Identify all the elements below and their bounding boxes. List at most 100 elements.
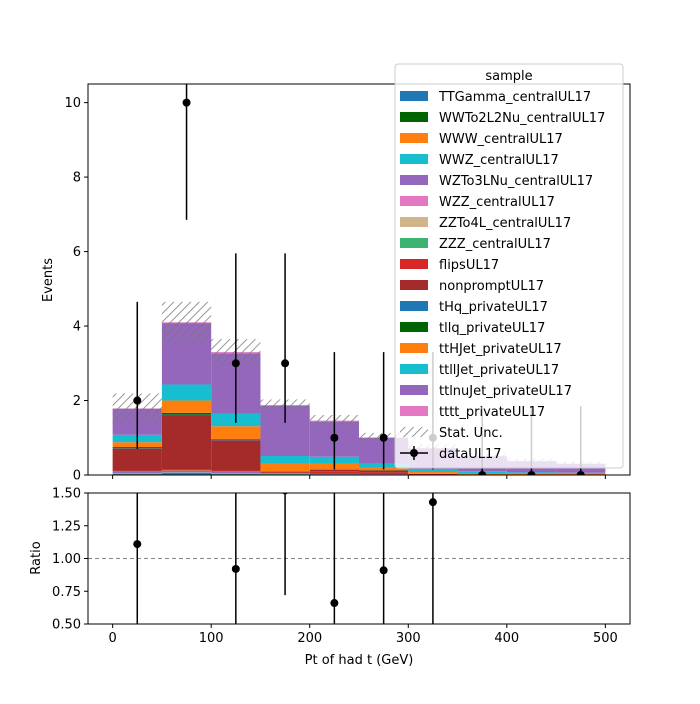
bar-segment-12-bin-2 bbox=[211, 426, 260, 439]
legend-label-13: ttllJet_privateUL17 bbox=[439, 363, 559, 378]
legend-label-11: tllq_privateUL17 bbox=[439, 321, 545, 336]
main-ytick-label-3: 6 bbox=[73, 245, 81, 260]
bar-segment-13-bin-6 bbox=[408, 469, 457, 472]
main-y-axis-label: Events bbox=[41, 258, 56, 302]
x-axis-label: Pt of had t (GeV) bbox=[305, 653, 414, 668]
bar-segment-11-bin-2 bbox=[211, 439, 260, 440]
data-point-4 bbox=[330, 434, 338, 442]
bar-segment-8-bin-1 bbox=[162, 469, 211, 470]
legend-label-2: WWW_centralUL17 bbox=[439, 132, 563, 147]
legend-swatch-1 bbox=[400, 112, 428, 122]
bar-segment-13-bin-3 bbox=[260, 456, 309, 463]
legend-label-7: ZZZ_centralUL17 bbox=[439, 237, 551, 252]
main-ytick-label-2: 4 bbox=[73, 320, 81, 335]
bar-segment-9-bin-4 bbox=[310, 470, 359, 471]
bar-segment-8-bin-3 bbox=[260, 472, 309, 473]
ratio-plot-frame bbox=[88, 493, 630, 624]
bar-segment-4-bin-3 bbox=[260, 473, 309, 474]
ratio-point-4 bbox=[380, 566, 388, 574]
legend-label-data: dataUL17 bbox=[439, 447, 502, 462]
data-point-0 bbox=[133, 397, 141, 405]
ratio-xtick-label-3: 300 bbox=[396, 631, 421, 646]
ratio-y-ticks: 0.50 0.75 1.00 1.25 1.50 bbox=[52, 487, 88, 633]
legend-label-9: nonpromptUL17 bbox=[439, 279, 544, 294]
bar-segment-9-bin-0 bbox=[113, 449, 162, 471]
legend-swatch-4 bbox=[400, 175, 428, 185]
legend-swatch-5 bbox=[400, 196, 428, 206]
legend-swatch-15 bbox=[400, 406, 428, 416]
main-ytick-label-1: 2 bbox=[73, 394, 81, 409]
legend-label-1: WWTo2L2Nu_centralUL17 bbox=[439, 111, 605, 126]
bar-segment-9-bin-3 bbox=[260, 472, 309, 473]
legend-swatch-10 bbox=[400, 301, 428, 311]
main-x-ticks bbox=[113, 475, 606, 479]
legend-label-14: ttlnuJet_privateUL17 bbox=[439, 384, 572, 399]
legend: sample TTGamma_centralUL17 WWTo2L2Nu_cent… bbox=[395, 64, 623, 468]
ratio-point-0 bbox=[133, 540, 141, 548]
ratio-ytick-label-0: 0.50 bbox=[52, 618, 81, 633]
legend-label-stat-unc: Stat. Unc. bbox=[439, 426, 503, 441]
legend-swatch-12 bbox=[400, 343, 428, 353]
ratio-x-ticks: 0 100 200 300 400 500 bbox=[108, 624, 617, 646]
legend-label-3: WWZ_centralUL17 bbox=[439, 153, 559, 168]
ratio-xtick-label-2: 200 bbox=[297, 631, 322, 646]
legend-swatch-8 bbox=[400, 259, 428, 269]
ratio-point-3 bbox=[330, 599, 338, 607]
bar-segment-1-bin-1 bbox=[162, 473, 211, 474]
legend-label-10: tHq_privateUL17 bbox=[439, 300, 548, 315]
ratio-ytick-label-4: 1.50 bbox=[52, 487, 81, 502]
ratio-point-5 bbox=[429, 498, 437, 506]
legend-label-15: tttt_privateUL17 bbox=[439, 405, 545, 420]
ratio-xtick-label-1: 100 bbox=[199, 631, 224, 646]
legend-label-8: flipsUL17 bbox=[439, 258, 499, 273]
legend-swatch-2 bbox=[400, 133, 428, 143]
bar-segment-9-bin-5 bbox=[359, 471, 408, 473]
bar-segment-4-bin-2 bbox=[211, 472, 260, 473]
data-point-3 bbox=[281, 359, 289, 367]
ratio-point-1 bbox=[232, 565, 240, 573]
legend-swatch-9 bbox=[400, 280, 428, 290]
bar-segment-4-bin-0 bbox=[113, 472, 162, 473]
legend-swatch-6 bbox=[400, 217, 428, 227]
ratio-xtick-label-4: 400 bbox=[494, 631, 519, 646]
legend-label-4: WZTo3LNu_centralUL17 bbox=[439, 174, 593, 189]
ratio-ytick-label-3: 1.25 bbox=[52, 519, 81, 534]
legend-label-6: ZZTo4L_centralUL17 bbox=[439, 216, 571, 231]
stat-unc-band-1 bbox=[162, 302, 211, 343]
legend-swatch-14 bbox=[400, 385, 428, 395]
legend-swatch-3 bbox=[400, 154, 428, 164]
legend-label-0: TTGamma_centralUL17 bbox=[438, 90, 591, 105]
ratio-ytick-label-2: 1.00 bbox=[52, 552, 81, 567]
main-ytick-label-4: 8 bbox=[73, 171, 81, 186]
legend-data-marker bbox=[410, 449, 418, 457]
legend-swatch-11 bbox=[400, 322, 428, 332]
bar-segment-11-bin-1 bbox=[162, 413, 211, 415]
ratio-xtick-label-0: 0 bbox=[108, 631, 116, 646]
ratio-ytick-label-1: 0.75 bbox=[52, 585, 81, 600]
legend-label-12: ttHJet_privateUL17 bbox=[439, 342, 562, 357]
legend-label-5: WZZ_centralUL17 bbox=[439, 195, 555, 210]
legend-title: sample bbox=[485, 69, 532, 84]
bar-segment-9-bin-2 bbox=[211, 440, 260, 470]
legend-swatch-7 bbox=[400, 238, 428, 248]
bar-segment-12-bin-6 bbox=[408, 472, 457, 474]
legend-swatch-13 bbox=[400, 364, 428, 374]
bar-segment-13-bin-1 bbox=[162, 385, 211, 401]
data-point-1 bbox=[183, 99, 191, 107]
bar-segment-9-bin-1 bbox=[162, 415, 211, 469]
data-point-2 bbox=[232, 359, 240, 367]
legend-swatch-stat-unc bbox=[400, 427, 428, 437]
bar-segment-8-bin-2 bbox=[211, 471, 260, 472]
bar-segment-4-bin-1 bbox=[162, 471, 211, 472]
legend-swatch-0 bbox=[400, 91, 428, 101]
bar-segment-8-bin-5 bbox=[359, 472, 408, 474]
bar-segment-12-bin-1 bbox=[162, 401, 211, 413]
ratio-y-axis-label: Ratio bbox=[29, 541, 44, 574]
bar-segment-8-bin-4 bbox=[310, 471, 359, 473]
bar-segment-8-bin-0 bbox=[113, 471, 162, 472]
data-point-5 bbox=[380, 434, 388, 442]
ratio-xtick-label-5: 500 bbox=[593, 631, 618, 646]
main-ytick-label-5: 10 bbox=[64, 96, 81, 111]
